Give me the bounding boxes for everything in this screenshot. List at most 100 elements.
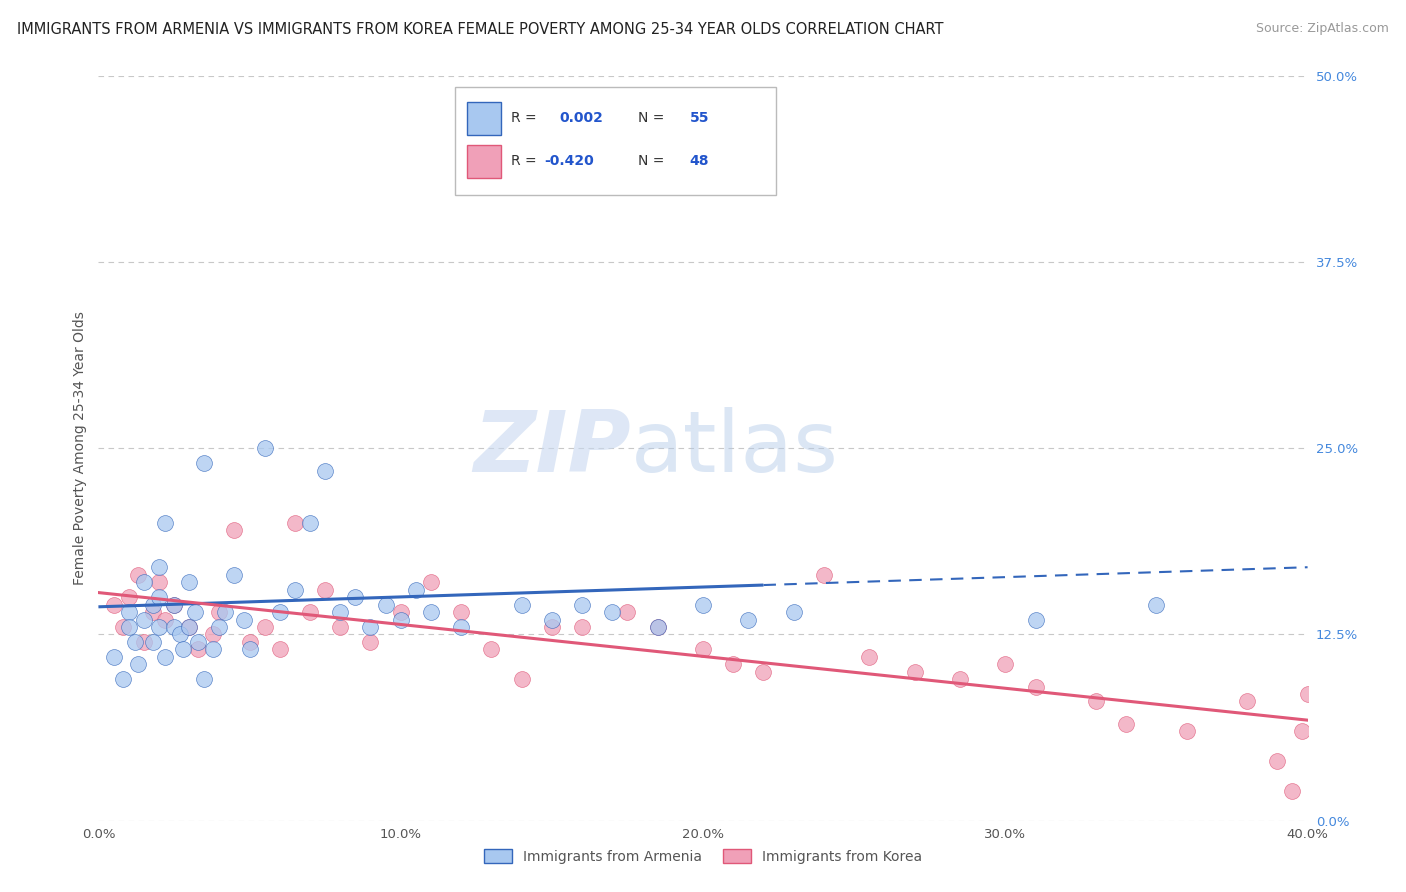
Point <box>163 598 186 612</box>
Point <box>103 598 125 612</box>
Point <box>208 605 231 619</box>
Text: N =: N = <box>638 112 668 125</box>
Point <box>179 575 201 590</box>
FancyBboxPatch shape <box>467 145 501 178</box>
Point <box>269 605 291 619</box>
Point <box>540 613 562 627</box>
Point <box>510 672 533 686</box>
Point <box>1236 694 1258 708</box>
Point <box>647 620 669 634</box>
Point <box>420 575 443 590</box>
Text: 48: 48 <box>690 154 709 169</box>
Y-axis label: Female Poverty Among 25-34 Year Olds: Female Poverty Among 25-34 Year Olds <box>73 311 87 585</box>
Point <box>103 649 125 664</box>
Point <box>132 635 155 649</box>
Point <box>1281 784 1303 798</box>
Point <box>118 605 141 619</box>
Point <box>314 464 336 478</box>
Text: -0.420: -0.420 <box>544 154 595 169</box>
Point <box>389 605 412 619</box>
Point <box>510 598 533 612</box>
Point <box>647 620 669 634</box>
Point <box>111 620 134 634</box>
Legend: Immigrants from Armenia, Immigrants from Korea: Immigrants from Armenia, Immigrants from… <box>478 844 928 870</box>
Point <box>153 613 176 627</box>
Point <box>602 605 624 619</box>
Point <box>299 516 322 530</box>
Point <box>389 613 412 627</box>
Point <box>187 642 209 657</box>
Point <box>374 598 396 612</box>
Point <box>1267 754 1289 768</box>
Text: Source: ZipAtlas.com: Source: ZipAtlas.com <box>1256 22 1389 36</box>
Point <box>783 605 806 619</box>
Point <box>314 582 336 597</box>
Point <box>723 657 745 672</box>
Point <box>269 642 291 657</box>
Point <box>202 627 225 641</box>
Point <box>450 605 472 619</box>
Point <box>329 620 352 634</box>
Point <box>142 635 165 649</box>
Point <box>1291 724 1313 739</box>
FancyBboxPatch shape <box>456 87 776 195</box>
Point <box>132 575 155 590</box>
Point <box>1024 680 1046 694</box>
Point <box>224 567 246 582</box>
FancyBboxPatch shape <box>467 102 501 135</box>
Point <box>1085 694 1108 708</box>
Point <box>153 649 176 664</box>
Point <box>405 582 427 597</box>
Point <box>153 516 176 530</box>
Point <box>239 642 262 657</box>
Point <box>142 598 165 612</box>
Point <box>132 613 155 627</box>
Point <box>193 672 215 686</box>
Point <box>360 620 382 634</box>
Point <box>111 672 134 686</box>
Point <box>163 620 186 634</box>
Point <box>1296 687 1319 701</box>
Point <box>127 567 149 582</box>
Point <box>179 620 201 634</box>
Point <box>232 613 254 627</box>
Point <box>187 635 209 649</box>
Point <box>148 560 170 574</box>
Point <box>284 582 307 597</box>
Point <box>202 642 225 657</box>
Point <box>344 591 367 605</box>
Point <box>124 635 146 649</box>
Point <box>127 657 149 672</box>
Point <box>1144 598 1167 612</box>
Point <box>163 598 186 612</box>
Point <box>208 620 231 634</box>
Point <box>299 605 322 619</box>
Point <box>184 605 207 619</box>
Point <box>148 620 170 634</box>
Point <box>1175 724 1198 739</box>
Text: ZIP: ZIP <box>472 407 630 490</box>
Text: R =: R = <box>510 112 541 125</box>
Point <box>253 620 276 634</box>
Point <box>284 516 307 530</box>
Point <box>142 605 165 619</box>
Point <box>169 627 191 641</box>
Point <box>118 591 141 605</box>
Point <box>616 605 638 619</box>
Point <box>737 613 759 627</box>
Point <box>253 442 276 455</box>
Point <box>172 642 194 657</box>
Text: 55: 55 <box>690 112 709 125</box>
Text: atlas: atlas <box>630 407 838 490</box>
Text: R =: R = <box>510 154 541 169</box>
Point <box>949 672 972 686</box>
Point <box>994 657 1017 672</box>
Point <box>752 665 775 679</box>
Point <box>360 635 382 649</box>
Text: IMMIGRANTS FROM ARMENIA VS IMMIGRANTS FROM KOREA FEMALE POVERTY AMONG 25-34 YEAR: IMMIGRANTS FROM ARMENIA VS IMMIGRANTS FR… <box>17 22 943 37</box>
Point <box>1024 613 1046 627</box>
Point <box>450 620 472 634</box>
Point <box>481 642 503 657</box>
Point <box>813 567 835 582</box>
Point <box>214 605 236 619</box>
